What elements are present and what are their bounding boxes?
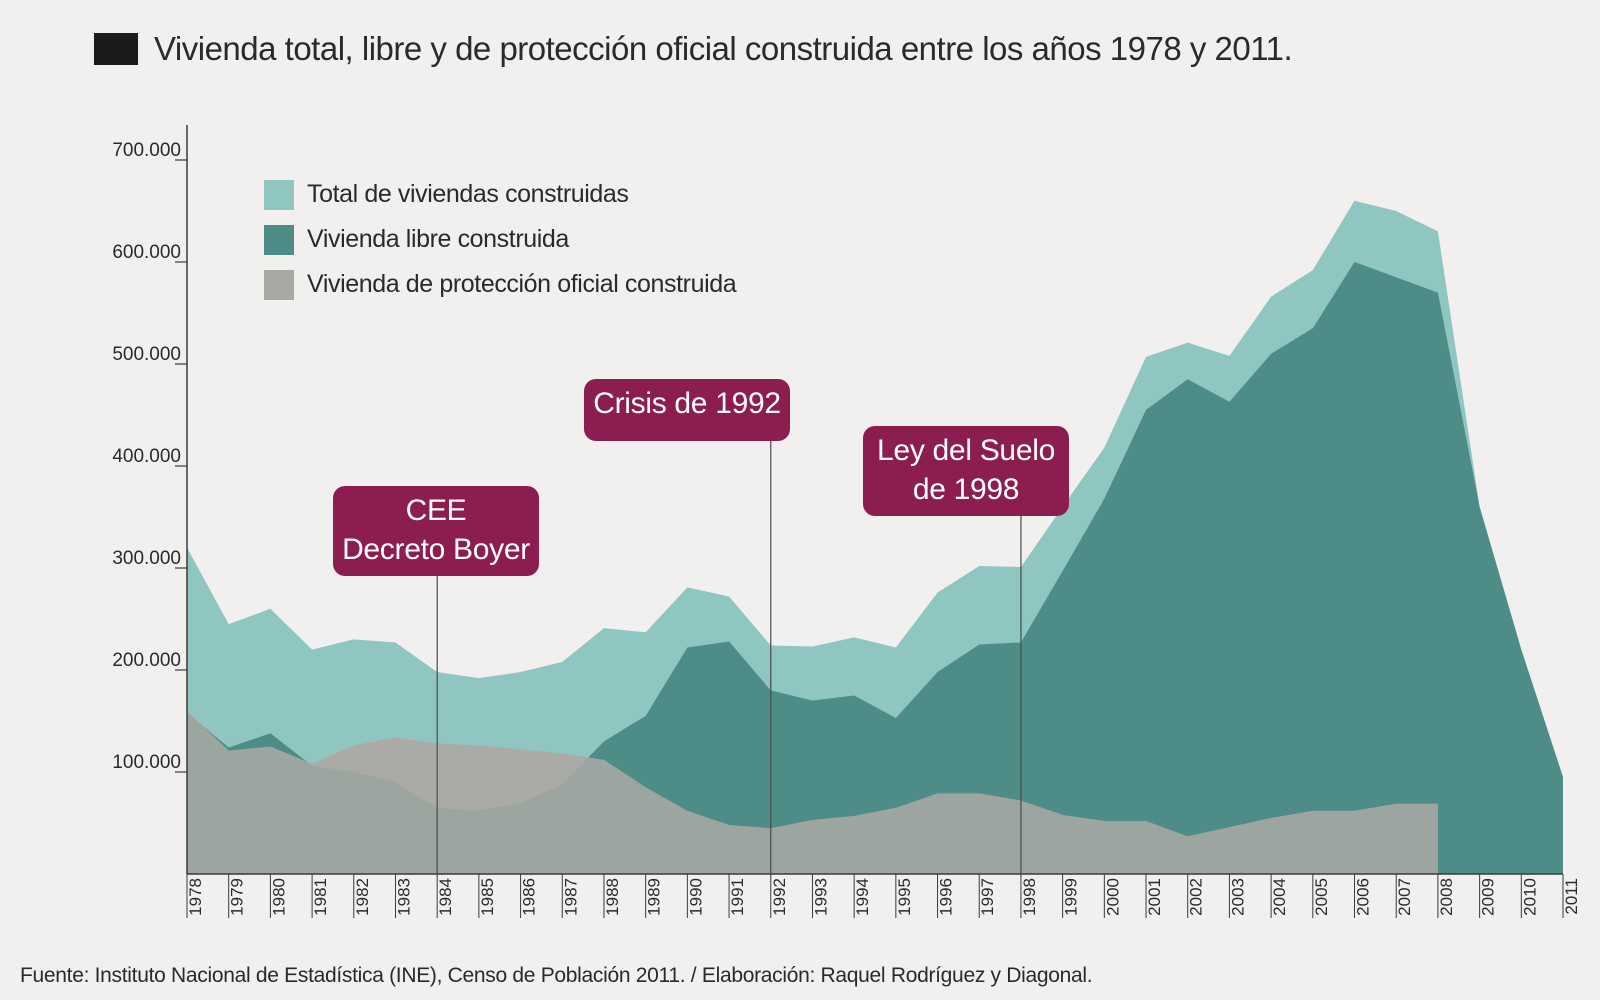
x-tick-label: 2004: [1270, 878, 1289, 916]
chart-title-block: Vivienda total, libre y de protección of…: [94, 30, 1293, 68]
y-tick-label: 400.000: [112, 446, 181, 467]
chart-legend: Total de viviendas construidas Vivienda …: [264, 172, 737, 307]
callout-ley-suelo-1998: Ley del Suelo de 1998: [863, 426, 1069, 516]
legend-item-total: Total de viviendas construidas: [264, 172, 736, 217]
x-tick-label: 2003: [1228, 878, 1247, 916]
legend-swatch-total: [264, 179, 294, 210]
x-tick-label: 2005: [1312, 878, 1331, 916]
x-tick-label: 1978: [186, 878, 205, 916]
x-tick-label: 1983: [394, 878, 413, 916]
x-tick-label: 1998: [1020, 878, 1039, 916]
legend-item-proteccion: Vivienda de protección oficial construid…: [264, 262, 737, 307]
x-tick-label: 1997: [978, 878, 997, 916]
x-tick-label: 1981: [311, 878, 330, 916]
y-tick-label: 200.000: [112, 650, 181, 671]
legend-label-proteccion: Vivienda de protección oficial construid…: [307, 270, 737, 298]
x-tick-label: 1989: [645, 878, 664, 916]
x-tick-label: 2008: [1437, 878, 1456, 916]
x-tick-label: 2000: [1103, 878, 1122, 916]
legend-label-libre: Vivienda libre construida: [307, 225, 569, 253]
y-tick-label: 300.000: [112, 548, 181, 569]
chart-title: Vivienda total, libre y de protección of…: [154, 30, 1293, 67]
x-tick-label: 2007: [1395, 878, 1414, 916]
x-tick-label: 1995: [895, 878, 914, 916]
x-tick-label: 1991: [728, 878, 747, 916]
x-tick-label: 1987: [561, 878, 580, 916]
x-tick-label: 2006: [1354, 878, 1373, 916]
callout-crisis-1992: Crisis de 1992: [584, 379, 790, 441]
x-tick-label: 1985: [478, 878, 497, 916]
callout-ley-line-2: de 1998: [912, 473, 1020, 506]
series-area-libre: [187, 262, 1563, 874]
x-tick-label: 1999: [1062, 878, 1081, 916]
legend-swatch-libre: [264, 224, 294, 255]
x-tick-label: 2010: [1520, 878, 1539, 916]
x-tick-label: 1990: [686, 878, 705, 916]
x-tick-label: 1982: [353, 878, 372, 916]
x-tick-label: 1980: [269, 878, 288, 916]
y-tick-label: 600.000: [112, 242, 181, 263]
x-tick-label: 1988: [603, 878, 622, 916]
source-note: Fuente: Instituto Nacional de Estadístic…: [20, 964, 1093, 987]
x-tick-label: 1986: [520, 878, 539, 916]
legend-item-libre: Vivienda libre construida: [264, 217, 736, 262]
legend-label-total: Total de viviendas construidas: [307, 180, 629, 208]
x-tick-label: 1979: [228, 878, 247, 916]
y-tick-label: 700.000: [112, 140, 181, 161]
series-area-proteccion: [187, 710, 1438, 874]
x-tick-label: 2011: [1562, 878, 1581, 915]
x-tick-label: 2009: [1479, 878, 1498, 916]
x-tick-label: 1992: [770, 878, 789, 916]
callout-cee-boyer: CEE Decreto Boyer: [333, 486, 539, 576]
title-marker: [94, 33, 138, 65]
x-tick-label: 1984: [436, 878, 455, 916]
y-tick-label: 100.000: [112, 752, 181, 773]
callout-crisis-line-1: Crisis de 1992: [593, 387, 781, 420]
callout-cee-line-2: Decreto Boyer: [342, 533, 530, 566]
callout-ley-line-1: Ley del Suelo: [877, 434, 1055, 467]
x-tick-label: 2002: [1187, 878, 1206, 916]
x-tick-label: 1994: [853, 878, 872, 916]
y-tick-label: 500.000: [112, 344, 181, 365]
x-tick-label: 2001: [1145, 878, 1164, 916]
legend-swatch-proteccion: [264, 269, 294, 300]
x-tick-label: 1996: [937, 878, 956, 916]
x-tick-label: 1993: [811, 878, 830, 916]
callout-cee-line-1: CEE: [405, 494, 467, 527]
